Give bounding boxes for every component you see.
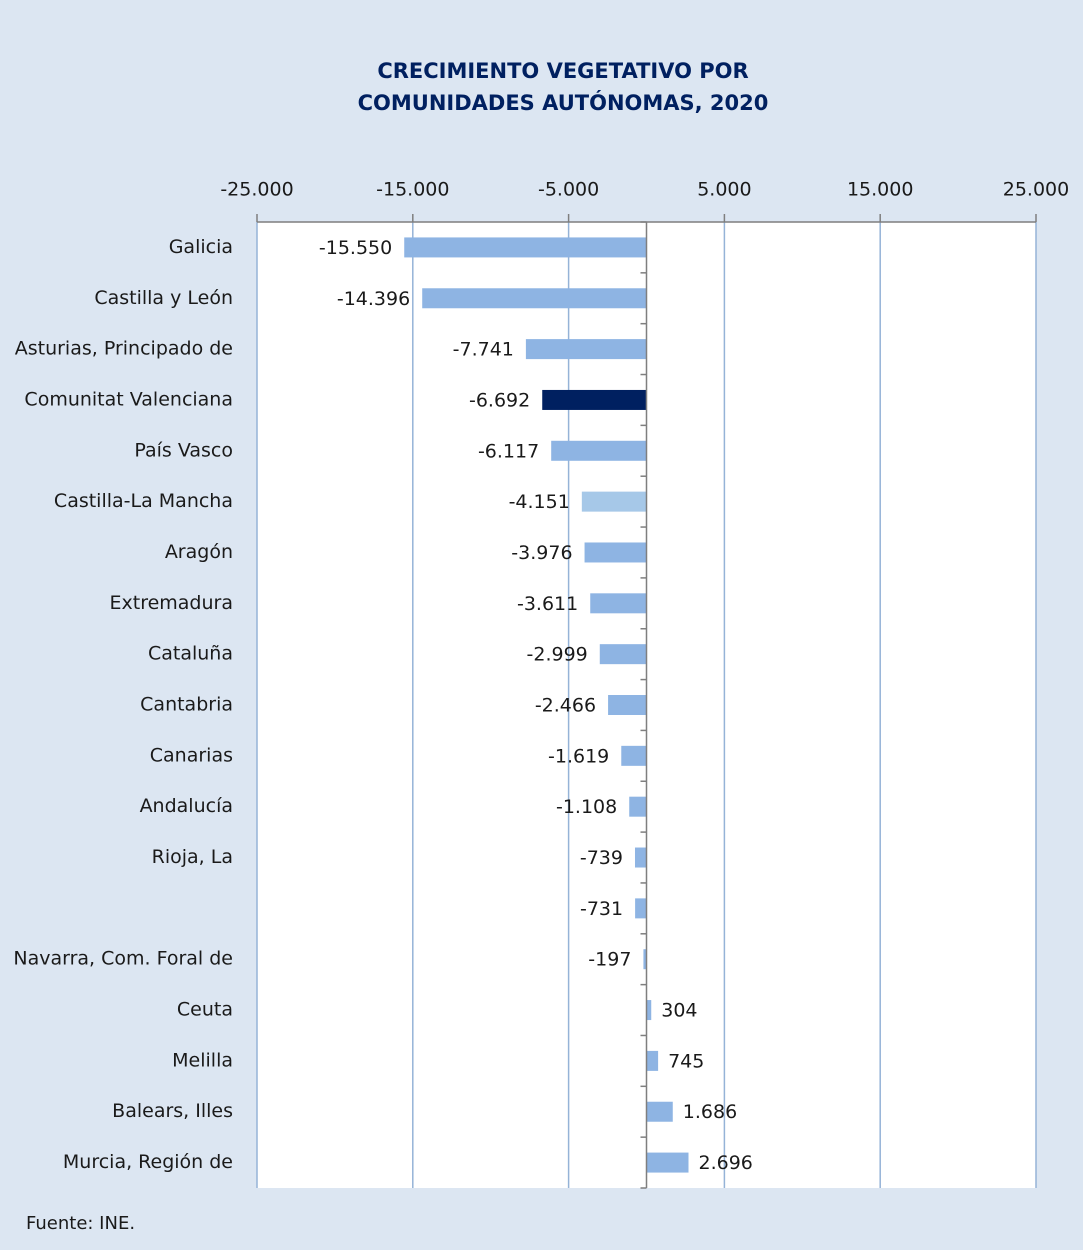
data-label: -1.619 [548, 745, 609, 767]
data-label: -7.741 [453, 339, 514, 361]
y-tick-label: Extremadura [110, 592, 234, 614]
y-tick-label: Comunitat Valenciana [24, 388, 233, 410]
bar [643, 949, 647, 970]
data-label: -739 [580, 847, 623, 869]
y-tick-label: Balears, Illes [112, 1100, 233, 1122]
y-tick-label: Castilla y León [94, 287, 233, 309]
y-tick-label: Melilla [172, 1049, 233, 1071]
x-tick-label: -25.000 [220, 179, 293, 201]
data-label: -2.466 [535, 695, 596, 717]
data-label: -1.108 [556, 796, 617, 818]
y-tick-label: Canarias [150, 744, 233, 766]
bar [584, 542, 647, 563]
bar [422, 288, 647, 309]
bar [634, 847, 647, 868]
data-label: -197 [588, 949, 631, 971]
bar [599, 644, 647, 665]
y-tick-label: Rioja, La [152, 846, 233, 868]
y-tick-label: Asturias, Principado de [15, 338, 233, 360]
bar [635, 898, 647, 919]
data-label: 1.686 [683, 1101, 737, 1123]
bar [551, 440, 647, 461]
bar [404, 237, 647, 258]
bar [581, 491, 647, 512]
x-tick-label: 25.000 [1003, 179, 1069, 201]
data-label: -2.999 [527, 644, 588, 666]
data-label: 304 [661, 1000, 697, 1022]
x-tick-label: 15.000 [847, 179, 913, 201]
y-tick-label: Murcia, Región de [63, 1151, 233, 1173]
bar [646, 1050, 659, 1071]
bar [629, 796, 647, 817]
bar [646, 1152, 689, 1173]
data-label: -15.550 [319, 237, 392, 259]
x-tick-label: 5.000 [697, 179, 751, 201]
data-label: -14.396 [337, 288, 410, 310]
y-tick-label: Galicia [169, 236, 233, 258]
y-tick-label: País Vasco [134, 439, 233, 461]
chart-title: CRECIMIENTO VEGETATIVO POR [377, 59, 748, 83]
source-note: Fuente: INE. [26, 1213, 135, 1234]
bar [542, 389, 647, 410]
bar [621, 745, 647, 766]
bar [525, 339, 647, 360]
data-label: 745 [668, 1050, 704, 1072]
data-label: -731 [580, 898, 623, 920]
y-tick-label: Andalucía [140, 795, 233, 817]
x-tick-label: -15.000 [376, 179, 449, 201]
data-label: -3.611 [517, 593, 578, 615]
bar [646, 1000, 652, 1021]
x-tick-label: -5.000 [538, 179, 599, 201]
y-tick-label: Aragón [165, 541, 233, 563]
chart-title: COMUNIDADES AUTÓNOMAS, 2020 [358, 90, 769, 115]
bar [608, 695, 647, 715]
bar [590, 593, 647, 614]
y-tick-label: Cataluña [148, 643, 233, 665]
data-label: -6.692 [469, 389, 530, 411]
data-label: -3.976 [511, 542, 572, 564]
data-label: -6.117 [478, 440, 539, 462]
data-label: -4.151 [509, 491, 570, 513]
y-tick-label: Ceuta [177, 999, 233, 1021]
bar [646, 1101, 673, 1122]
y-tick-label: Navarra, Com. Foral de [13, 948, 233, 970]
y-tick-label: Castilla-La Mancha [54, 490, 233, 512]
y-tick-label: Cantabria [140, 694, 233, 716]
data-label: 2.696 [699, 1152, 753, 1174]
